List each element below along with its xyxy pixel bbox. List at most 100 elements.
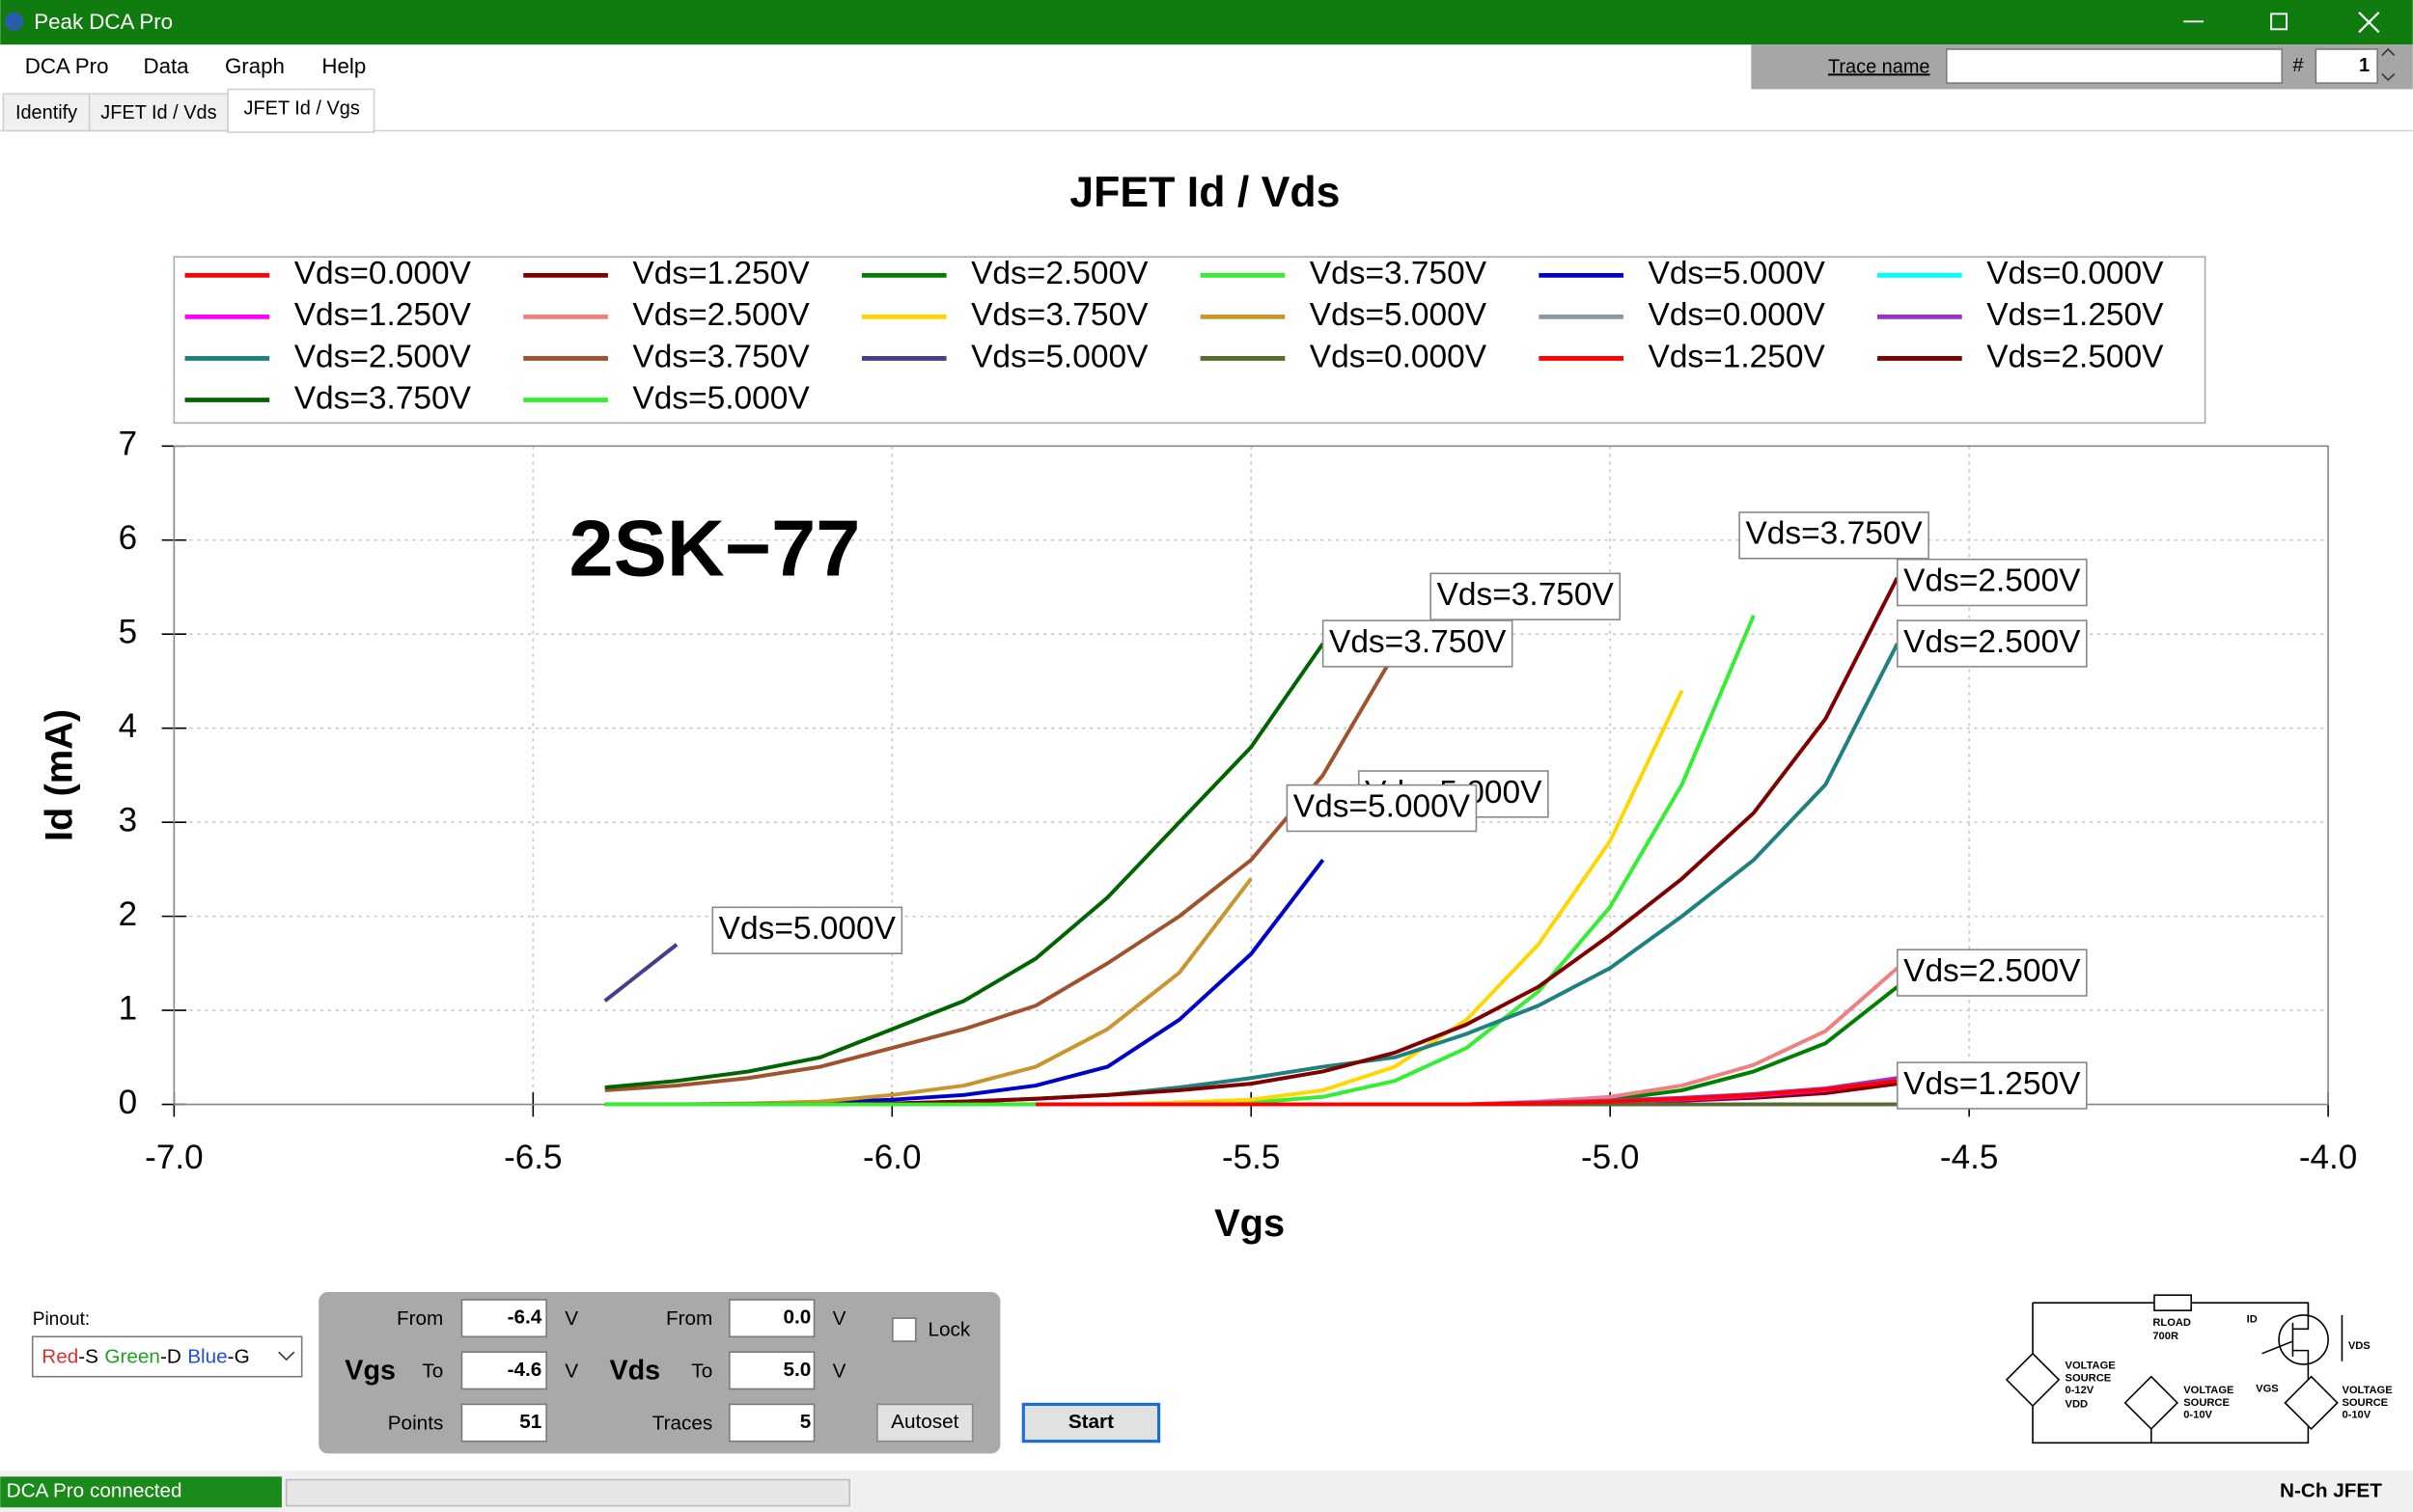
menu-item[interactable]: Data [143, 54, 189, 78]
source [2005, 1352, 2339, 1431]
annotation-box [1896, 619, 2088, 668]
restore-button[interactable] [2270, 13, 2288, 31]
legend-label: Vds=1.250V [294, 297, 472, 333]
schematic-label: VOLTAGE [2183, 1385, 2233, 1396]
pinout-part: Blue [187, 1346, 227, 1368]
legend-label: Vds=1.250V [1986, 297, 2164, 333]
traces-input[interactable] [729, 1403, 816, 1443]
annotation: Vds=3.750V [1745, 516, 1923, 552]
pinout-part: Red [42, 1346, 78, 1368]
tab[interactable] [88, 93, 229, 132]
start-label: Start [1068, 1411, 1114, 1433]
pinout-part: -S [78, 1346, 98, 1368]
vgs-from-label: From [397, 1307, 443, 1330]
y-tick-label: 2 [119, 895, 138, 933]
schematic-label: VDD [2066, 1398, 2089, 1410]
legend-label: Vds=3.750V [1310, 256, 1487, 291]
x-tick-label: -6.5 [504, 1139, 562, 1176]
legend-label: Vds=3.750V [632, 339, 810, 374]
annotation-box [1321, 619, 1513, 668]
trace-number-label: # [2292, 55, 2303, 76]
chart-title: JFET Id / Vds [1069, 169, 1340, 216]
legend-label: Vds=1.250V [632, 256, 810, 291]
annotation: Vds=3.750V [1329, 624, 1507, 660]
tab-selected[interactable] [227, 88, 375, 133]
unit: V [565, 1360, 578, 1382]
autoset-button[interactable] [876, 1403, 974, 1443]
schematic-label: VGS [2256, 1383, 2279, 1394]
trace-number-input[interactable] [2315, 48, 2378, 84]
x-tick-label: -5.5 [1222, 1139, 1280, 1176]
y-tick-label: 3 [119, 801, 138, 838]
annotation-box [1429, 572, 1622, 620]
traces-label: Traces [652, 1413, 713, 1435]
schematic-label: SOURCE [2342, 1397, 2388, 1409]
unit: V [833, 1360, 846, 1382]
schematic-label: 0-12V [2066, 1385, 2094, 1396]
annotation: Vds=2.500V [1903, 563, 2081, 598]
vgs-from-input[interactable] [460, 1299, 547, 1338]
points-input[interactable] [460, 1403, 547, 1443]
y-tick-label: 5 [119, 613, 138, 650]
start-button[interactable] [1021, 1402, 1161, 1443]
x-axis-label: Vgs [1214, 1202, 1285, 1245]
trace-name-input[interactable] [1945, 48, 2284, 84]
legend-label: Vds=5.000V [1310, 297, 1487, 333]
annotation-box [1738, 511, 1929, 560]
annotation-box [1286, 783, 1478, 833]
schematic-label: VOLTAGE [2066, 1361, 2116, 1372]
schematic-label: VOLTAGE [2342, 1385, 2392, 1396]
dropdown-arrow [278, 1351, 295, 1361]
annotation-box [711, 906, 903, 954]
vgs-label: Vgs [345, 1356, 396, 1387]
legend-label: Vds=2.500V [971, 256, 1149, 291]
tab-label: JFET Id / Vgs [244, 97, 360, 119]
legend-label: Vds=0.000V [1310, 339, 1487, 374]
trace-name-label: Trace name [1828, 56, 1929, 77]
x-tick-label: -7.0 [145, 1139, 203, 1176]
schematic-label: SOURCE [2183, 1397, 2230, 1409]
annotation: Vds=2.500V [1903, 953, 2081, 989]
menu-item[interactable]: DCA Pro [25, 54, 109, 78]
tab-label: JFET Id / Vds [100, 102, 216, 124]
y-tick-label: 7 [119, 426, 138, 463]
menu-item[interactable]: Graph [225, 54, 285, 78]
vgs-from: -6.4 [508, 1306, 542, 1329]
legend-label: Vds=2.500V [632, 297, 810, 333]
schematic-label: SOURCE [2066, 1372, 2112, 1384]
legend-label: Vds=1.250V [1649, 339, 1826, 374]
schematic-label: RLOAD [2152, 1317, 2191, 1329]
progress-bar [285, 1478, 850, 1507]
annotation: Vds=1.250V [1903, 1066, 2081, 1102]
pinout-part: -G [228, 1346, 250, 1368]
close-button[interactable] [2358, 11, 2380, 34]
spinner[interactable] [2381, 47, 2396, 82]
menu-item[interactable]: Help [321, 54, 366, 78]
vgs-to-input[interactable] [460, 1351, 547, 1390]
vds-from-input[interactable] [729, 1299, 816, 1338]
pinout-select[interactable] [31, 1335, 303, 1378]
pinout-part: -D [160, 1346, 181, 1368]
tab-label: Identify [15, 102, 77, 124]
legend-label: Vds=5.000V [971, 339, 1149, 374]
title-bar [0, 0, 2413, 45]
legend-label: Vds=2.500V [1986, 339, 2164, 374]
x-tick-label: -6.0 [863, 1139, 921, 1176]
y-tick-label: 0 [119, 1084, 138, 1121]
schematic-label: 0-10V [2183, 1410, 2212, 1421]
x-tick-label: -5.0 [1581, 1139, 1639, 1176]
pinout-label: Pinout: [33, 1309, 90, 1330]
legend-label: Vds=3.750V [294, 380, 472, 416]
unit: V [565, 1307, 578, 1330]
status-right: N-Ch JFET [2280, 1480, 2382, 1502]
x-tick-label: -4.5 [1940, 1139, 1998, 1176]
lock-checkbox[interactable] [892, 1317, 917, 1342]
legend-label: Vds=0.000V [294, 256, 472, 291]
plot-area: -7.0 -6.5 -6.0 -5.5 -5.0 -4.5 -4.0 0 1 2 3 4 5 6 7 Vds=… [119, 256, 2358, 1176]
window-title: Peak DCA Pro [34, 10, 173, 34]
vds-from-label: From [666, 1307, 712, 1330]
vds-to-input[interactable] [729, 1351, 816, 1390]
lock-label: Lock [928, 1318, 970, 1340]
points: 51 [519, 1411, 541, 1433]
